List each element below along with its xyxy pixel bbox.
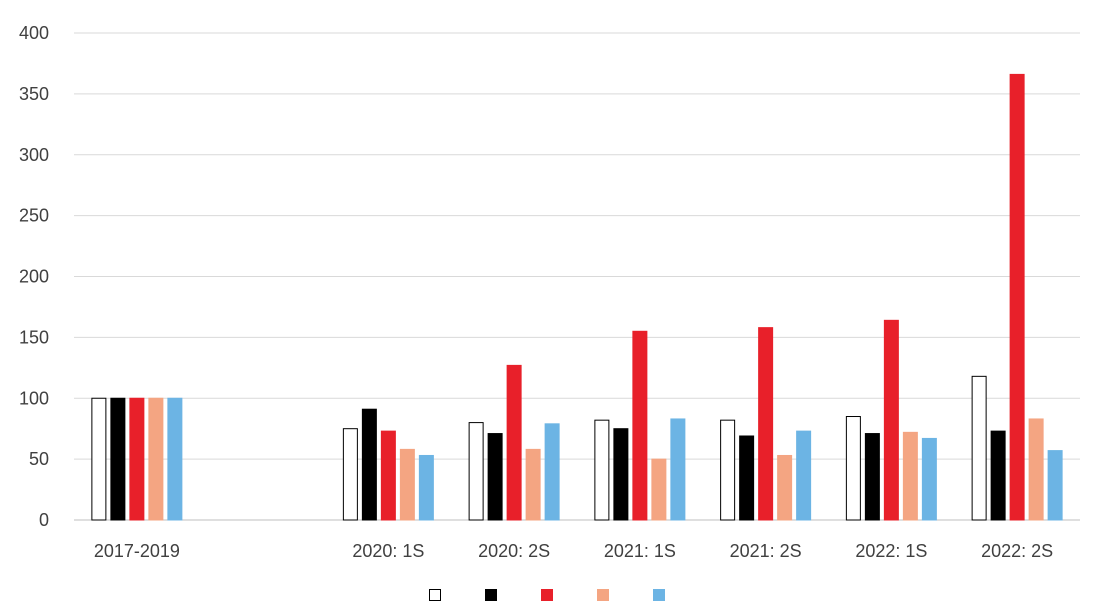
legend-item <box>597 585 615 605</box>
y-tick-label: 350 <box>19 84 49 104</box>
bar-series-1 <box>845 416 861 521</box>
bar-series-2 <box>990 430 1006 521</box>
bar-series-4 <box>525 448 541 521</box>
bar-series-3 <box>1009 73 1025 521</box>
legend-item <box>653 585 671 605</box>
bar-series-2 <box>487 433 503 521</box>
bar-series-5 <box>167 397 183 521</box>
bar-series-1 <box>971 375 987 521</box>
legend-swatch <box>429 589 441 601</box>
bar-series-3 <box>883 319 899 521</box>
y-tick-label: 0 <box>39 510 49 530</box>
x-tick-label: 2021: 1S <box>604 541 676 561</box>
x-tick-label: 2017-2019 <box>94 541 180 561</box>
bar-series-2 <box>361 408 377 521</box>
bar-series-4 <box>651 458 667 521</box>
bar-series-3 <box>758 327 774 521</box>
gridlines <box>74 32 1080 521</box>
bar-series-4 <box>1028 418 1044 521</box>
legend-swatch <box>485 589 497 601</box>
y-tick-label: 250 <box>19 206 49 226</box>
y-tick-label: 150 <box>19 327 49 347</box>
bar-series-2 <box>613 428 629 521</box>
x-tick-label: 2022: 1S <box>855 541 927 561</box>
bar-series-1 <box>91 397 107 521</box>
y-axis-ticks: 0 50 100 150 200 250 300 350 400 <box>19 23 49 530</box>
bar-series-2 <box>110 397 126 521</box>
bar-series-3 <box>632 330 648 521</box>
bar-series-5 <box>544 423 560 521</box>
bar-series-2 <box>864 433 880 521</box>
x-tick-label: 2020: 1S <box>352 541 424 561</box>
x-axis-ticks: 2017-2019 2020: 1S 2020: 2S 2021: 1S 2021: 2… <box>94 541 1053 561</box>
bar-series-1 <box>720 419 736 521</box>
bar-series-5 <box>1047 450 1063 521</box>
x-tick-label: 2022: 2S <box>981 541 1053 561</box>
bar-series-4 <box>399 448 415 521</box>
x-tick-label: 2020: 2S <box>478 541 550 561</box>
legend-swatch <box>541 589 553 601</box>
bar-series-1 <box>468 422 484 521</box>
legend-item <box>485 585 503 605</box>
bar-series-1 <box>594 419 610 521</box>
bar-series-4 <box>777 454 793 521</box>
bar-series-3 <box>380 430 396 521</box>
legend-swatch <box>597 589 609 601</box>
bar-series-4 <box>148 397 164 521</box>
y-tick-label: 300 <box>19 145 49 165</box>
bar-series-5 <box>670 418 686 521</box>
y-tick-label: 100 <box>19 388 49 408</box>
bar-series-3 <box>506 364 522 521</box>
bar-series-4 <box>902 431 918 521</box>
bar-series-1 <box>342 428 358 521</box>
legend <box>0 585 1100 605</box>
legend-swatch <box>653 589 665 601</box>
bar-series-5 <box>418 454 434 521</box>
y-tick-label: 200 <box>19 267 49 287</box>
bars <box>91 73 1063 521</box>
x-tick-label: 2021: 2S <box>730 541 802 561</box>
y-tick-label: 400 <box>19 23 49 43</box>
bar-series-3 <box>129 397 145 521</box>
bar-series-5 <box>796 430 812 521</box>
bar-series-2 <box>739 435 755 521</box>
legend-item <box>429 585 447 605</box>
y-tick-label: 50 <box>29 449 49 469</box>
bar-series-5 <box>921 437 937 521</box>
legend-item <box>541 585 559 605</box>
